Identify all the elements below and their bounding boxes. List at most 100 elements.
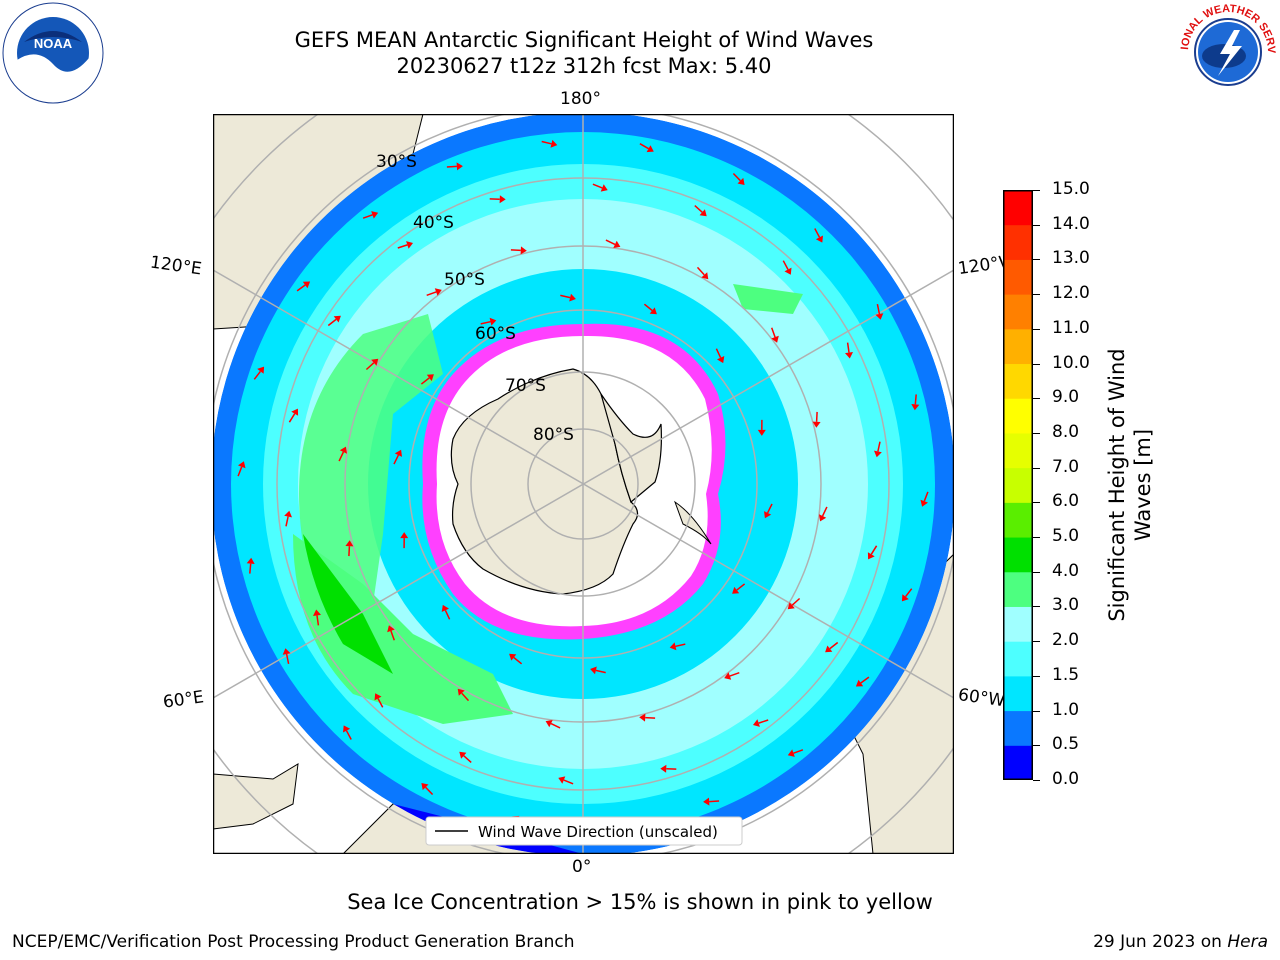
wave-direction-arrow (923, 491, 929, 502)
wave-direction-arrowhead (489, 317, 497, 326)
wave-direction-arrowhead (284, 510, 292, 518)
noaa-logo-text: NOAA (34, 36, 73, 51)
arrow-legend: Wind Wave Direction (unscaled) (425, 816, 743, 846)
wave-direction-arrowhead (812, 421, 821, 428)
wave-direction-arrow (793, 749, 804, 754)
wave-direction-arrow (821, 506, 828, 517)
wave-direction-arrow (296, 284, 306, 292)
wave-direction-arrow (729, 671, 740, 677)
wave-direction-arrowhead (901, 594, 909, 602)
colorbar-tick-label: 10.0 (1052, 352, 1090, 373)
wave-direction-arrow (605, 239, 616, 246)
colorbar-segment (1003, 398, 1033, 434)
wave-direction-arrow (345, 730, 352, 740)
colorbar-segment (1003, 675, 1033, 712)
colorbar-tick-label: 4.0 (1052, 560, 1080, 581)
wave-direction-arrowhead (246, 557, 255, 564)
wave-direction-arrow (815, 411, 818, 422)
nws-logo-icon: NATIONAL WEATHER SERVICE (1172, 0, 1280, 104)
parallel-label-80s: 80°S (533, 425, 574, 445)
wave-direction-arrowhead (343, 725, 351, 733)
chart-subtitle: 20230627 t12z 312h fcst Max: 5.40 (396, 54, 772, 78)
wave-direction-arrow (288, 413, 296, 423)
wave-direction-arrowhead (753, 719, 760, 727)
wave-direction-arrow (758, 719, 769, 724)
wave-direction-arrowhead (509, 653, 517, 661)
noaa-logo-icon: NOAA (2, 2, 104, 104)
colorbar-tick-label: 3.0 (1052, 595, 1080, 616)
colorbar-tick-label: 14.0 (1052, 213, 1090, 234)
colorbar-tick-mark (1033, 467, 1040, 469)
wave-direction-arrowhead (920, 499, 928, 507)
wave-direction-arrow (510, 249, 521, 252)
wave-direction-arrow (732, 172, 741, 182)
wave-direction-arrowhead (764, 511, 772, 519)
machine-name: Hera (1227, 932, 1268, 952)
colorbar-tick-label: 2.0 (1052, 630, 1080, 651)
wave-direction-arrowhead (291, 408, 299, 416)
wave-direction-arrow (365, 362, 375, 371)
wave-direction-arrow (348, 546, 351, 557)
wave-direction-arrow (377, 698, 384, 708)
wave-direction-arrow (327, 318, 337, 327)
wave-direction-arrowhead (520, 246, 527, 255)
colorbar-tick-mark (1033, 502, 1040, 504)
wave-direction-arrowhead (699, 209, 707, 217)
wave-direction-arrow (362, 214, 373, 219)
wave-direction-arrowhead (855, 679, 864, 687)
colorbar-tick-label: 11.0 (1052, 317, 1090, 338)
colorbar-tick-mark (1033, 780, 1040, 781)
meridian-label-60e: 60°E (161, 687, 206, 713)
colorbar-tick-mark (1033, 641, 1040, 643)
wave-direction-arrowhead (703, 797, 710, 806)
wave-direction-arrow (791, 597, 801, 606)
wave-direction-arrowhead (874, 450, 882, 458)
wave-direction-arrowhead (345, 540, 354, 547)
wave-direction-arrow (541, 140, 552, 145)
wave-direction-arrow (876, 303, 881, 315)
colorbar-segment (1003, 224, 1033, 260)
wave-direction-arrowhead (545, 720, 553, 728)
wave-direction-arrowhead (815, 235, 823, 243)
colorbar-tick-label: 12.0 (1052, 283, 1090, 304)
colorbar-tick-label: 0.5 (1052, 734, 1080, 755)
wave-direction-arrowhead (339, 446, 347, 454)
wave-direction-arrow (285, 516, 289, 527)
wave-direction-arrowhead (569, 293, 576, 302)
wave-direction-arrowhead (313, 609, 321, 616)
wave-direction-arrow (766, 503, 773, 514)
colorbar-tick-mark (1033, 294, 1040, 296)
parallel-label-60s: 60°S (475, 324, 516, 344)
wave-direction-arrow (390, 630, 396, 641)
parallel-label-30s: 30°S (376, 152, 417, 172)
wave-direction-arrow (513, 656, 523, 665)
meridian-label-0: 0° (572, 857, 592, 877)
wave-direction-arrowhead (459, 751, 467, 759)
wave-direction-arrowhead (394, 449, 402, 457)
wave-direction-arrowhead (257, 366, 265, 374)
wave-direction-arrowhead (374, 693, 382, 701)
wave-direction-arrow (563, 779, 574, 785)
colorbar-tick-label: 0.0 (1052, 769, 1080, 789)
colorbar (1003, 190, 1033, 781)
wave-direction-arrowhead (875, 313, 884, 320)
wave-direction-arrow (285, 653, 290, 665)
sea-ice-note: Sea Ice Concentration > 15% is shown in … (347, 890, 933, 914)
wave-direction-arrowhead (456, 162, 463, 171)
graticule (213, 114, 954, 854)
colorbar-tick-label: 8.0 (1052, 421, 1080, 442)
colorbar-tick-mark (1033, 571, 1040, 573)
meridian-label-180: 180° (560, 89, 601, 109)
colorbar-segment (1003, 467, 1033, 503)
colorbar-tick-mark (1033, 224, 1040, 226)
wave-direction-arrowhead (302, 281, 311, 289)
wave-direction-arrowhead (371, 358, 379, 366)
colorbar-tick-mark (1033, 745, 1040, 747)
parallel-label-50s: 50°S (444, 270, 485, 290)
wave-direction-arrow (463, 755, 472, 763)
wave-direction-arrowhead (660, 764, 667, 773)
wave-direction-arrowhead (613, 240, 621, 248)
wave-direction-arrowhead (421, 783, 429, 791)
parallel-label-70s: 70°S (505, 376, 546, 396)
colorbar-segment (1003, 502, 1033, 538)
